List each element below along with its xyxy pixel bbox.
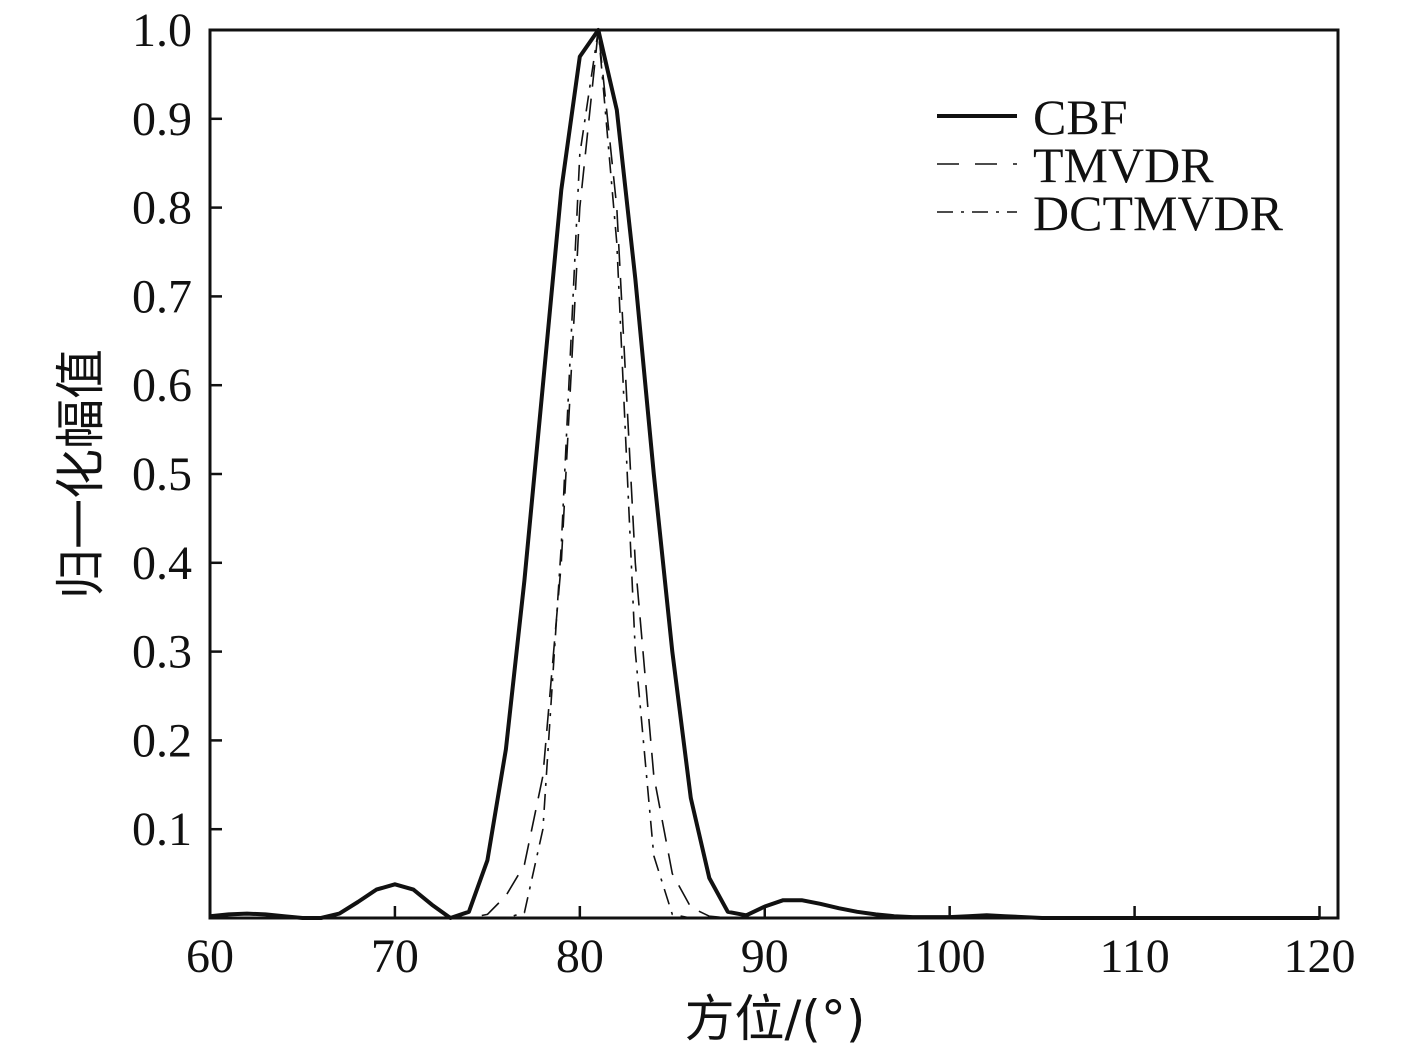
legend-label-tmvdr: TMVDR: [1033, 137, 1214, 193]
y-axis-ticks: 0.1 0.2 0.3 0.4 0.5 0.6 0.7 0.8 0.9 1.0: [132, 4, 222, 856]
x-tick-label: 80: [556, 930, 604, 983]
legend-label-cbf: CBF: [1033, 89, 1128, 145]
x-axis-ticks: 60 70 80 90 100 110 120: [186, 906, 1356, 983]
y-tick-label: 0.5: [132, 448, 192, 501]
y-tick-label: 0.1: [132, 803, 192, 856]
y-tick-label: 0.6: [132, 359, 192, 412]
x-tick-label: 100: [914, 930, 986, 983]
y-tick-label: 0.9: [132, 93, 192, 146]
x-tick-label: 120: [1284, 930, 1356, 983]
x-tick-label: 110: [1099, 930, 1169, 983]
x-tick-label: 60: [186, 930, 234, 983]
y-tick-label: 1.0: [132, 4, 192, 57]
x-tick-label: 90: [741, 930, 789, 983]
legend-label-dctmvdr: DCTMVDR: [1033, 185, 1284, 241]
series-line-dctmvdr: [210, 29, 1320, 919]
x-tick-label: 70: [371, 930, 419, 983]
y-tick-label: 0.8: [132, 182, 192, 235]
y-axis-title: 归一化幅值: [52, 349, 110, 599]
series-line-cbf: [209, 28, 1320, 920]
series-layer: [209, 28, 1320, 920]
x-axis-title: 方位/(°): [685, 990, 866, 1048]
y-tick-label: 0.7: [132, 270, 192, 323]
y-tick-label: 0.4: [132, 537, 192, 590]
y-tick-label: 0.3: [132, 626, 192, 679]
y-tick-label: 0.2: [132, 714, 192, 767]
